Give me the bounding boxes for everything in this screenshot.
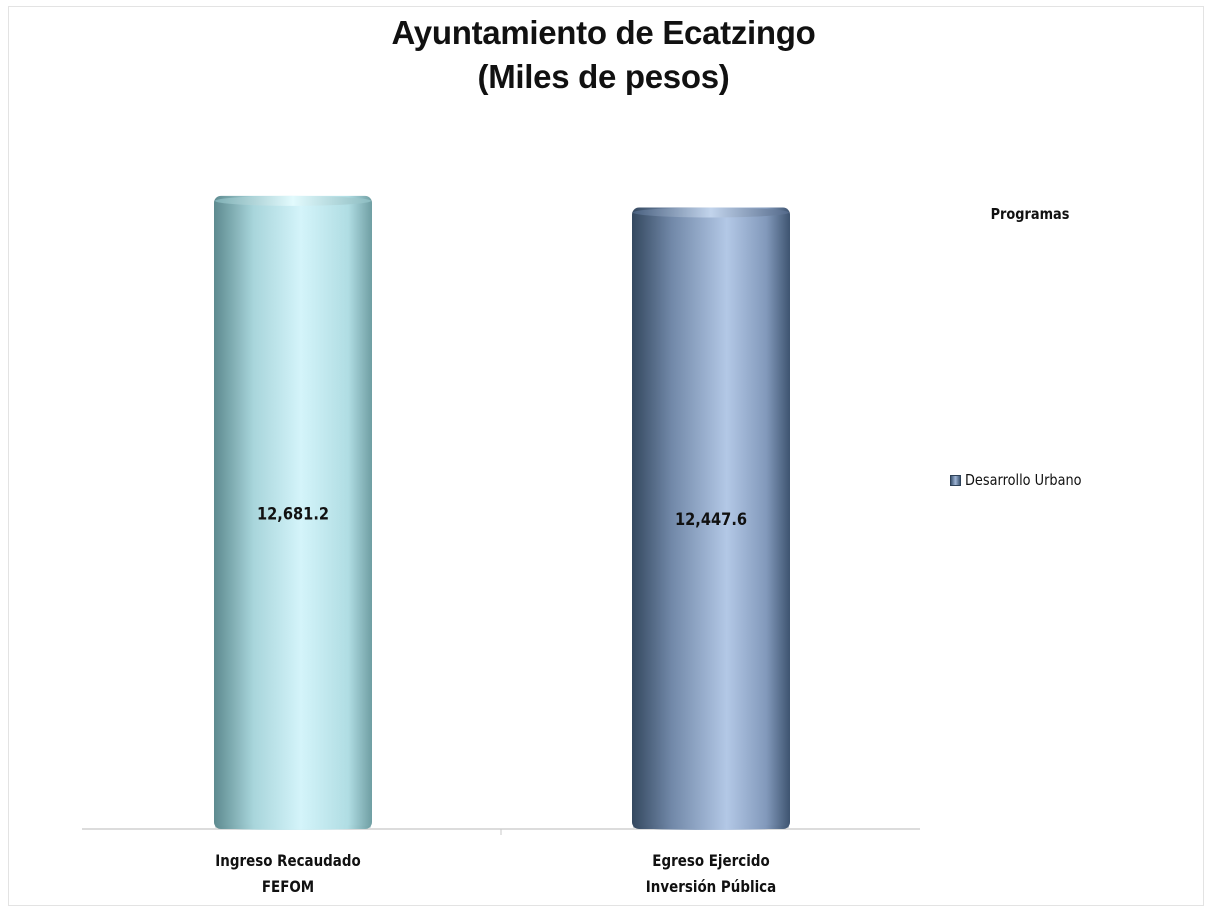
chart-title: Ayuntamiento de Ecatzingo bbox=[391, 14, 816, 51]
x-tick-label-ingreso: Ingreso Recaudado FEFOM bbox=[158, 848, 418, 900]
bar-base-1 bbox=[633, 824, 789, 830]
x-tick-label-line: Inversión Pública bbox=[645, 877, 777, 896]
x-tick-label-line: Ingreso Recaudado bbox=[215, 851, 361, 870]
legend-label: Desarrollo Urbano bbox=[965, 471, 1082, 489]
bar-1 bbox=[632, 207, 790, 830]
legend-swatch bbox=[950, 474, 961, 486]
data-label-0: 12,681.2 bbox=[257, 503, 329, 523]
x-tick-label-line: Egreso Ejercido bbox=[652, 851, 770, 870]
bar-cap-0 bbox=[215, 195, 371, 206]
bar-0 bbox=[214, 195, 372, 829]
legend-title: Programas bbox=[990, 205, 1070, 223]
chart-frame bbox=[8, 6, 1204, 906]
x-tick-label-line: FEFOM bbox=[261, 877, 315, 896]
bar-cap-1 bbox=[633, 207, 789, 218]
data-label-1: 12,447.6 bbox=[675, 509, 747, 529]
legend-item-desarrollo-urbano: Desarrollo Urbano bbox=[950, 471, 1101, 489]
bar-base-0 bbox=[215, 824, 371, 830]
x-tick-label-egreso: Egreso Ejercido Inversión Pública bbox=[581, 848, 841, 900]
chart-subtitle: (Miles de pesos) bbox=[477, 58, 730, 95]
